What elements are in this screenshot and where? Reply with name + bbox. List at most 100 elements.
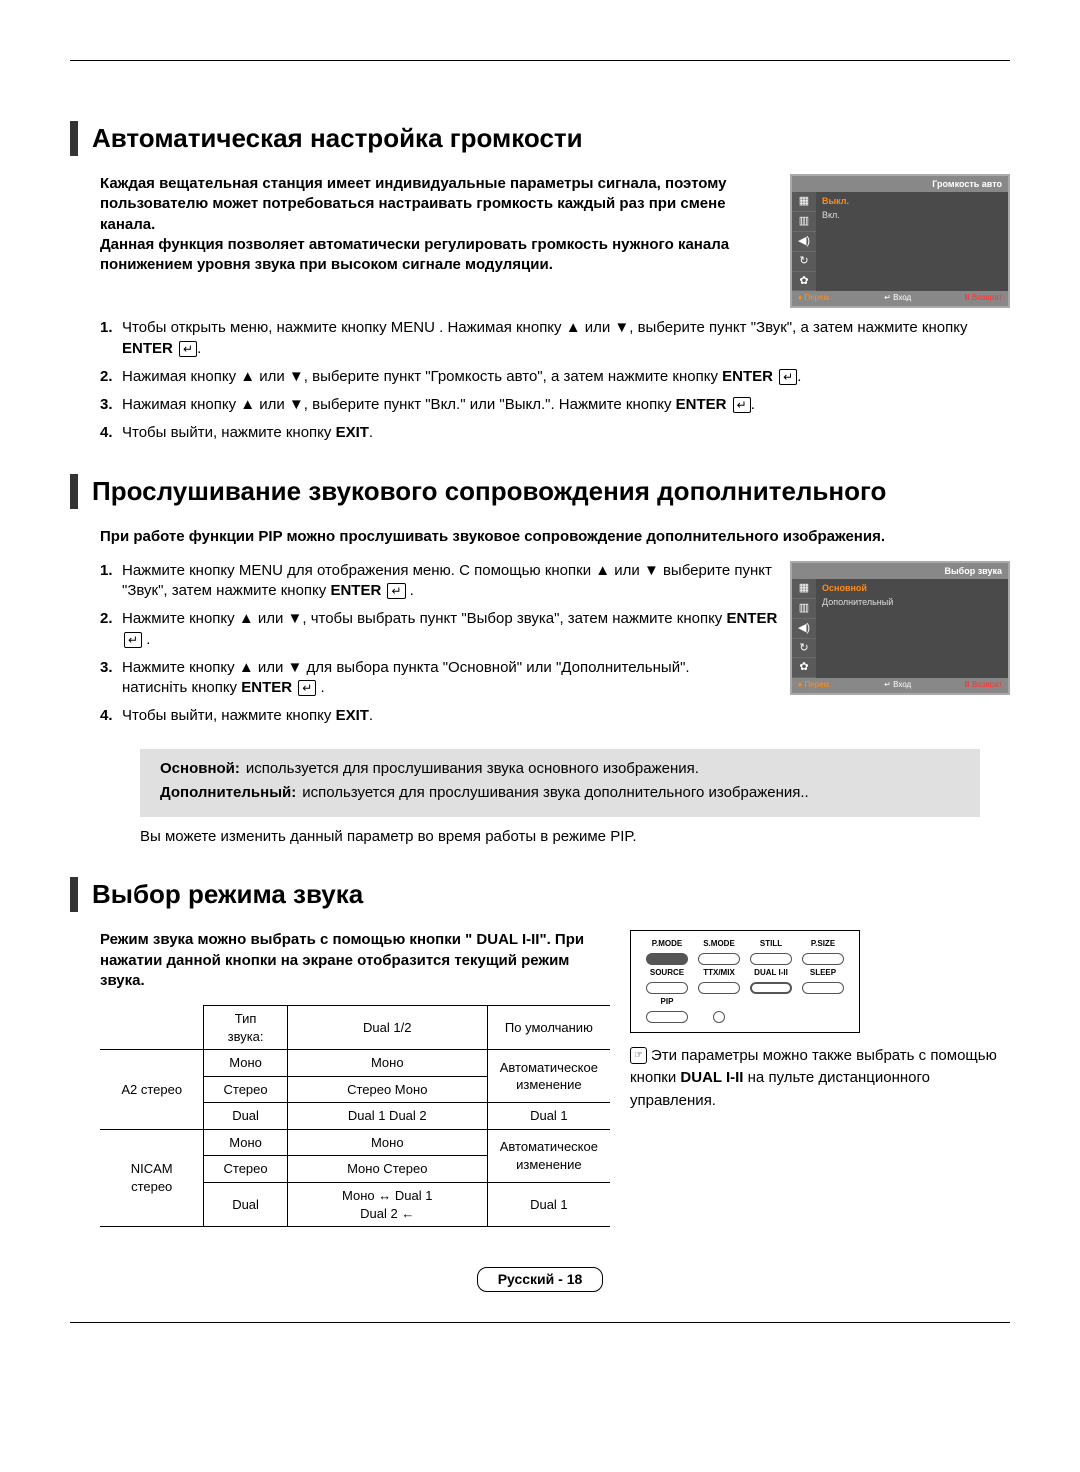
cell-mono-mono: Моно	[287, 1050, 487, 1077]
channel-icon: ↻	[792, 639, 816, 659]
page-frame: Автоматическая настройка громкости Громк…	[70, 60, 1010, 1323]
sound-icon: ◀)	[792, 619, 816, 639]
remote-btn	[646, 982, 688, 994]
cell-mono-stereo: Моно Стерео	[287, 1156, 487, 1183]
osd-icon-column: ▦ ▥ ◀) ↻ ✿	[792, 192, 816, 291]
channel-icon: ↻	[792, 252, 816, 272]
intro-pip-sound: При работе функции PIP можно прослушиват…	[100, 527, 1010, 547]
remote-btn-highlight	[750, 982, 792, 994]
enter-icon	[296, 679, 316, 696]
osd-footer-return: Возврат	[972, 680, 1002, 689]
remote-hand-icon: ☞	[630, 1047, 647, 1064]
remote-btn	[802, 953, 844, 965]
remote-diagram: P.MODE S.MODE STILL P.SIZE SOURCE TTX/MI…	[630, 930, 860, 1032]
cell-mono: Моно	[204, 1129, 287, 1156]
osd-item-off: Выкл.	[822, 194, 1002, 208]
heading-sound-mode: Выбор режима звука	[70, 877, 1010, 912]
remote-btn	[646, 953, 688, 965]
s1-step4: Чтобы выйти, нажмите кнопку EXIT.	[122, 423, 1010, 443]
s2-step1: Нажмите кнопку MENU для отображения меню…	[122, 561, 778, 602]
remote-btn	[698, 953, 740, 965]
picture-icon: ▦	[792, 192, 816, 212]
enter-icon	[177, 340, 197, 357]
note-extra-pip: Вы можете изменить данный параметр во вр…	[140, 827, 1010, 847]
section-auto-volume: Автоматическая настройка громкости Громк…	[70, 121, 1010, 444]
s2-step4: Чтобы выйти, нажмите кнопку EXIT.	[122, 706, 1010, 726]
note-box-sound-select: Основной: используется для прослушивания …	[140, 749, 980, 818]
input-icon: ▥	[792, 212, 816, 232]
cell-diagram: Моно ↔ Dual 1 Dual 2 ←	[287, 1183, 487, 1227]
cell-auto: Автоматическое	[500, 1139, 598, 1154]
osd-icon-column: ▦ ▥ ◀) ↻ ✿	[792, 579, 816, 678]
remote-sleep: SLEEP	[797, 968, 849, 979]
osd-item-main: Основной	[822, 581, 1002, 595]
th-default: По умолчанию	[487, 1006, 610, 1050]
osd-item-sub: Дополнительный	[822, 595, 1002, 609]
cell-dual: Dual	[204, 1103, 287, 1130]
remote-btn	[698, 982, 740, 994]
notebox-main-label: Основной:	[160, 759, 240, 779]
notebox-main-val: используется для прослушивания звука осн…	[246, 759, 699, 779]
input-icon: ▥	[792, 599, 816, 619]
remote-pmode: P.MODE	[641, 939, 693, 950]
remote-still: STILL	[745, 939, 797, 950]
cell-auto2: изменение	[516, 1157, 581, 1172]
osd-footer-move: Перем.	[804, 293, 831, 302]
page-footer: Русский - 18	[70, 1267, 1010, 1292]
cell-stereo: Стерео	[204, 1156, 287, 1183]
osd-item-on: Вкл.	[822, 208, 1002, 222]
remote-btn	[646, 1011, 688, 1023]
steps-s1: 1.Чтобы открыть меню, нажмите кнопку MEN…	[100, 318, 1010, 443]
osd-footer: ♦ Перем. ↵ Вход Ⅲ Возврат	[792, 678, 1008, 693]
intro-sound-mode: Режим звука можно выбрать с помощью кноп…	[100, 930, 610, 991]
row-nicam: NICAM стерео	[100, 1129, 204, 1226]
osd-list: Основной Дополнительный	[816, 579, 1008, 678]
osd-title: Выбор звука	[792, 563, 1008, 579]
heading-auto-volume: Автоматическая настройка громкости	[70, 121, 1010, 156]
osd-list: Выкл. Вкл.	[816, 192, 1008, 291]
cell-mono: Моно	[204, 1050, 287, 1077]
remote-btn	[750, 953, 792, 965]
setup-icon: ✿	[792, 658, 816, 678]
remote-sidebar: P.MODE S.MODE STILL P.SIZE SOURCE TTX/MI…	[630, 930, 1010, 1112]
osd-footer-return: Возврат	[972, 293, 1002, 302]
s1-step3: Нажимая кнопку ▲ или ▼, выберите пункт "…	[122, 395, 1010, 415]
osd-title: Громкость авто	[792, 176, 1008, 192]
pager-lang: Русский -	[498, 1271, 567, 1287]
s1-step2: Нажимая кнопку ▲ или ▼, выберите пункт "…	[122, 367, 1010, 387]
section-sound-mode: Выбор режима звука Режим звука можно выб…	[70, 877, 1010, 1227]
enter-icon	[122, 631, 142, 648]
pager-num: 18	[567, 1271, 583, 1287]
heading-pip-sound: Прослушивание звукового сопровождения до…	[70, 474, 1010, 509]
cell-auto: Автоматическое	[500, 1060, 598, 1075]
enter-icon	[777, 368, 797, 385]
cell-auto2: изменение	[516, 1077, 581, 1092]
remote-smode: S.MODE	[693, 939, 745, 950]
enter-icon	[731, 396, 751, 413]
section-pip-sound: Прослушивание звукового сопровождения до…	[70, 474, 1010, 848]
remote-dual: DUAL I-II	[745, 968, 797, 979]
remote-btn	[802, 982, 844, 994]
osd-footer-move: Перем.	[804, 680, 831, 689]
remote-circ	[713, 1011, 725, 1023]
osd-footer-enter: Вход	[893, 680, 911, 689]
sound-icon: ◀)	[792, 232, 816, 252]
cell-stereo: Стерео	[204, 1076, 287, 1103]
cell-dual1: Dual 1	[487, 1183, 610, 1227]
cell-dual12: Dual 1 Dual 2	[287, 1103, 487, 1130]
side-note-remote: ☞Эти параметры можно также выбрать с пом…	[630, 1045, 1010, 1113]
s1-step1: Чтобы открыть меню, нажмите кнопку MENU …	[122, 318, 1010, 359]
picture-icon: ▦	[792, 579, 816, 599]
remote-pip: PIP	[641, 997, 693, 1008]
sound-mode-table: Тип звука: Dual 1/2 По умолчанию A2 стер…	[100, 1005, 610, 1227]
cell-dual1: Dual 1	[487, 1103, 610, 1130]
row-a2: A2 стерео	[100, 1050, 204, 1130]
s2-step2: Нажмите кнопку ▲ или ▼, чтобы выбрать пу…	[122, 609, 778, 650]
setup-icon: ✿	[792, 272, 816, 292]
remote-psize: P.SIZE	[797, 939, 849, 950]
osd-sound-select: Выбор звука ▦ ▥ ◀) ↻ ✿ Основной Дополнит…	[790, 561, 1010, 695]
notebox-sub-label: Дополнительный:	[160, 783, 296, 803]
cell-dual: Dual	[204, 1183, 287, 1227]
cell-stereo-mono: Стерео Моно	[287, 1076, 487, 1103]
th-dual: Dual 1/2	[287, 1006, 487, 1050]
